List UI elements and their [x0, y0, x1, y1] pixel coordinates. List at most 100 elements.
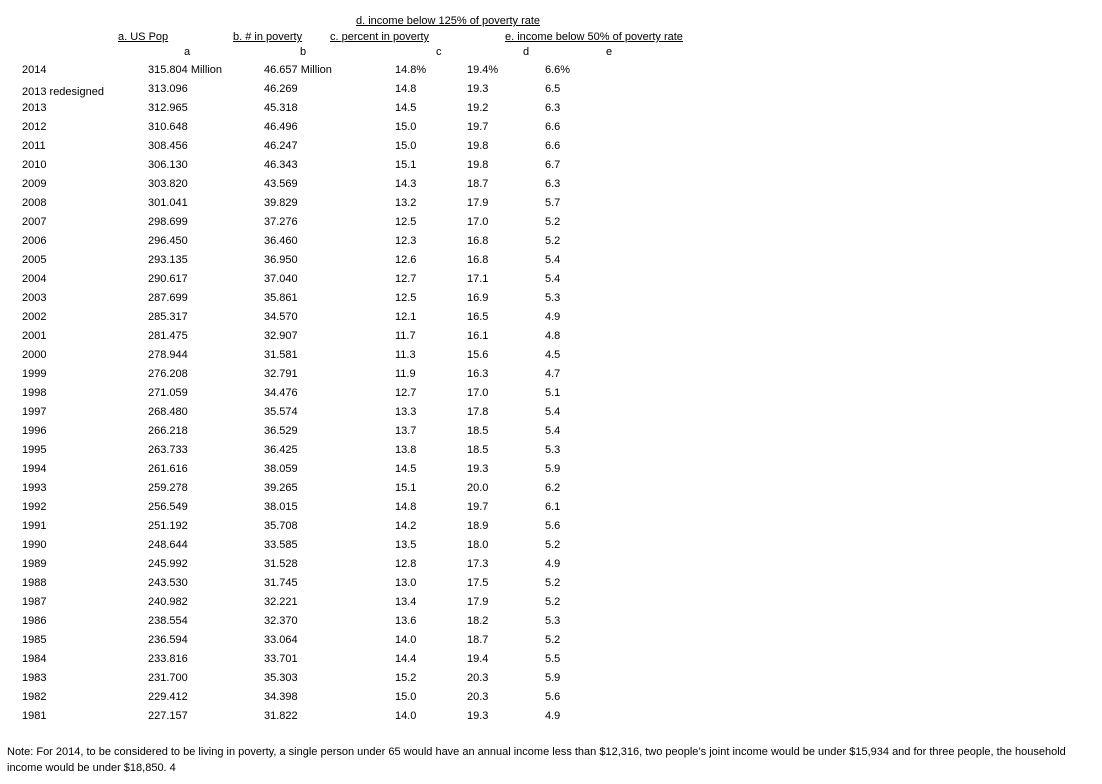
cell-year: 1993 — [22, 482, 47, 494]
cell-a: 315.804 Million — [148, 64, 222, 76]
cell-c: 11.9 — [395, 368, 416, 380]
cell-c: 14.8% — [395, 64, 427, 76]
table-row: 2013 312.965 45.318 14.5 19.2 6.3 — [0, 102, 1102, 121]
cell-year: 2012 — [22, 121, 47, 133]
cell-a: 310.648 — [148, 121, 188, 133]
cell-e: 6.2 — [545, 482, 561, 494]
cell-b: 46.657 Million — [264, 64, 332, 76]
cell-d: 16.5 — [467, 311, 489, 323]
cell-e: 5.2 — [545, 216, 561, 228]
cell-year: 2001 — [22, 330, 47, 342]
cell-e: 6.1 — [545, 501, 561, 513]
table-row: 1996 266.218 36.529 13.7 18.5 5.4 — [0, 425, 1102, 444]
cell-a: 290.617 — [148, 273, 188, 285]
cell-c: 14.2 — [395, 520, 417, 532]
cell-e: 4.5 — [545, 349, 561, 361]
cell-d: 18.0 — [467, 539, 489, 551]
cell-a: 308.456 — [148, 140, 188, 152]
cell-a: 306.130 — [148, 159, 188, 171]
table-row: 1988 243.530 31.745 13.0 17.5 5.2 — [0, 577, 1102, 596]
cell-e: 4.8 — [545, 330, 561, 342]
cell-year: 2011 — [22, 140, 46, 152]
cell-e: 4.7 — [545, 368, 561, 380]
cell-d: 20.0 — [467, 482, 489, 494]
table-row: 1981 227.157 31.822 14.0 19.3 4.9 — [0, 710, 1102, 729]
table-row: 2002 285.317 34.570 12.1 16.5 4.9 — [0, 311, 1102, 330]
cell-d: 19.4 — [467, 653, 489, 665]
cell-b: 35.574 — [264, 406, 298, 418]
cell-c: 12.5 — [395, 292, 417, 304]
column-letter-e: e — [606, 46, 613, 58]
cell-b: 35.708 — [264, 520, 298, 532]
table-row: 1999 276.208 32.791 11.9 16.3 4.7 — [0, 368, 1102, 387]
cell-a: 293.135 — [148, 254, 188, 266]
cell-c: 11.3 — [395, 349, 416, 361]
cell-a: 276.208 — [148, 368, 188, 380]
table-row: 1997 268.480 35.574 13.3 17.8 5.4 — [0, 406, 1102, 425]
cell-d: 17.0 — [467, 216, 489, 228]
table-row: 1983 231.700 35.303 15.2 20.3 5.9 — [0, 672, 1102, 691]
cell-c: 15.1 — [395, 159, 417, 171]
cell-year: 2005 — [22, 254, 47, 266]
cell-a: 243.530 — [148, 577, 188, 589]
cell-c: 13.2 — [395, 197, 417, 209]
cell-e: 4.9 — [545, 311, 561, 323]
cell-year: 2000 — [22, 349, 47, 361]
cell-c: 13.8 — [395, 444, 417, 456]
cell-c: 12.6 — [395, 254, 417, 266]
cell-a: 240.982 — [148, 596, 188, 608]
cell-b: 39.265 — [264, 482, 298, 494]
cell-year: 1982 — [22, 691, 47, 703]
cell-a: 248.644 — [148, 539, 188, 551]
cell-d: 17.3 — [467, 558, 489, 570]
table-row: 1990 248.644 33.585 13.5 18.0 5.2 — [0, 539, 1102, 558]
cell-d: 16.8 — [467, 254, 489, 266]
cell-a: 259.278 — [148, 482, 188, 494]
cell-c: 13.0 — [395, 577, 417, 589]
cell-d: 17.8 — [467, 406, 489, 418]
table-row: 1995 263.733 36.425 13.8 18.5 5.3 — [0, 444, 1102, 463]
cell-c: 15.0 — [395, 140, 417, 152]
cell-b: 46.496 — [264, 121, 298, 133]
cell-b: 35.861 — [264, 292, 298, 304]
cell-d: 17.9 — [467, 197, 489, 209]
cell-d: 17.0 — [467, 387, 489, 399]
cell-a: 298.699 — [148, 216, 188, 228]
cell-e: 5.4 — [545, 406, 561, 418]
cell-a: 231.700 — [148, 672, 188, 684]
cell-d: 20.3 — [467, 691, 489, 703]
table-row: 2014 315.804 Million 46.657 Million 14.8% 19… — [0, 64, 1102, 83]
cell-b: 36.460 — [264, 235, 298, 247]
cell-b: 32.221 — [264, 596, 298, 608]
cell-c: 12.7 — [395, 387, 417, 399]
cell-c: 13.4 — [395, 596, 417, 608]
table-row: 2000 278.944 31.581 11.3 15.6 4.5 — [0, 349, 1102, 368]
cell-c: 13.6 — [395, 615, 417, 627]
table-row: 2007 298.699 37.276 12.5 17.0 5.2 — [0, 216, 1102, 235]
cell-e: 5.2 — [545, 235, 561, 247]
table-row: 1994 261.616 38.059 14.5 19.3 5.9 — [0, 463, 1102, 482]
cell-a: 245.992 — [148, 558, 188, 570]
cell-b: 34.570 — [264, 311, 298, 323]
cell-b: 31.745 — [264, 577, 298, 589]
cell-e: 5.4 — [545, 254, 561, 266]
cell-b: 33.064 — [264, 634, 298, 646]
cell-d: 18.2 — [467, 615, 489, 627]
cell-year: 2007 — [22, 216, 47, 228]
cell-a: 301.041 — [148, 197, 188, 209]
cell-e: 6.7 — [545, 159, 561, 171]
table-row: 2003 287.699 35.861 12.5 16.9 5.3 — [0, 292, 1102, 311]
cell-d: 18.7 — [467, 178, 489, 190]
cell-d: 20.3 — [467, 672, 489, 684]
cell-year: 1987 — [22, 596, 47, 608]
cell-year: 2003 — [22, 292, 47, 304]
cell-b: 36.950 — [264, 254, 298, 266]
table-row: 2008 301.041 39.829 13.2 17.9 5.7 — [0, 197, 1102, 216]
cell-year: 1994 — [22, 463, 47, 475]
cell-b: 32.791 — [264, 368, 298, 380]
cell-e: 5.6 — [545, 691, 561, 703]
column-letter-a: a — [184, 46, 191, 58]
cell-year: 1992 — [22, 501, 47, 513]
table-row: 2005 293.135 36.950 12.6 16.8 5.4 — [0, 254, 1102, 273]
cell-a: 236.594 — [148, 634, 188, 646]
